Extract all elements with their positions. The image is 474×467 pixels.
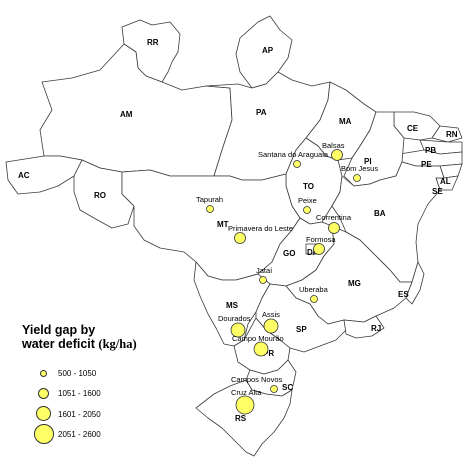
state-code-rj: RJ [371,324,381,333]
state-code-am: AM [120,110,133,119]
site-marker-bom-jesus [353,174,361,182]
state-code-mg: MG [348,279,361,288]
state-code-pb: PB [425,146,436,155]
site-label-balsas: Balsas [322,141,345,150]
site-label-santana-do-araguaia: Santana do Araguaia [258,150,329,159]
site-marker-assis [263,318,279,334]
state-code-ce: CE [407,124,419,133]
legend-symbol-medium [38,388,49,399]
site-label-jatai: Jataí [256,266,273,275]
legend-symbol-xlarge [34,424,54,444]
state-ap [235,15,293,89]
state-code-al: AL [440,177,451,186]
state-code-rr: RR [147,38,159,47]
site-label-dourados: Dourados [218,314,251,323]
state-code-pi: PI [364,157,372,166]
legend-title-line1: Yield gap by [22,323,96,337]
legend-entry: 1601 - 2050 [22,404,162,424]
legend-entry: 2051 - 2600 [22,424,162,444]
state-code-ma: MA [339,117,352,126]
state-am [39,43,233,177]
site-marker-cruz-alta [235,395,255,415]
legend-title-line2: water deficit (kg/ha) [22,337,162,351]
legend-entry: 1051 - 1600 [22,384,162,404]
state-ma [305,81,377,161]
site-label-formosa: Formosa [306,235,336,244]
state-code-sp: SP [296,325,307,334]
state-code-ac: AC [18,171,30,180]
state-code-go: GO [283,249,295,258]
site-label-assis: Assis [262,310,280,319]
legend-entry: 500 - 1050 [22,365,162,385]
site-marker-correntina [328,222,340,234]
state-code-sc: SC [282,383,293,392]
map-legend: Yield gap by water deficit (kg/ha) 500 -… [22,323,162,444]
state-code-pe: PE [421,160,432,169]
site-label-correntina: Correntina [316,213,352,222]
site-label-primavera-do-leste: Primavera do Leste [228,224,293,233]
legend-symbol-large [36,406,51,421]
state-code-pa: PA [256,108,267,117]
state-code-df: DF [307,248,318,257]
state-code-ms: MS [226,301,239,310]
site-marker-tapurah [206,205,214,213]
state-code-es: ES [398,290,409,299]
site-marker-formosa [313,243,325,255]
site-label-bom-jesus: Bom Jesus [341,164,378,173]
state-code-pr: PR [263,349,274,358]
state-code-to: TO [303,182,314,191]
state-rs [195,379,293,457]
site-label-uberaba: Uberaba [299,285,329,294]
site-marker-primavera-do-leste [234,232,246,244]
state-code-mt: MT [217,220,229,229]
legend-title-line2-text: water deficit [22,337,95,351]
site-label-cruz-alta: Cruz Alta [231,388,262,397]
state-code-ap: AP [262,46,274,55]
state-code-rn: RN [446,130,458,139]
state-ac [5,155,83,195]
legend-label: 1051 - 1600 [58,389,101,398]
state-rn [431,125,463,143]
legend-label: 500 - 1050 [58,369,97,378]
legend-label: 1601 - 2050 [58,410,101,419]
state-sp [255,283,347,353]
site-marker-jatai [259,276,267,284]
state-code-ba: BA [374,209,386,218]
state-ro [73,159,135,229]
legend-symbol-small [40,370,47,377]
site-marker-peixe [303,206,311,214]
site-marker-uberaba [310,295,318,303]
site-label-campo-mourao: Campo Mourão [232,334,284,343]
state-code-rs: RS [235,414,247,423]
site-label-tapurah: Tapurah [196,195,223,204]
legend-title: Yield gap by water deficit (kg/ha) [22,323,162,351]
site-marker-campo-mourao [253,341,269,357]
state-code-ro: RO [94,191,106,200]
legend-label: 2051 - 2600 [58,430,101,439]
state-rj [343,315,385,339]
legend-unit: (kg/ha) [98,337,137,351]
site-label-campos-novos: Campos Novos [231,375,283,384]
site-marker-balsas [331,149,343,161]
site-marker-campos-novos [270,385,278,393]
site-label-peixe: Peixe [298,196,317,205]
site-marker-dourados [230,322,246,338]
site-marker-santana-do-araguaia [293,160,301,168]
state-ms [193,261,271,347]
state-code-se: SE [432,187,443,196]
state-es [405,261,425,305]
